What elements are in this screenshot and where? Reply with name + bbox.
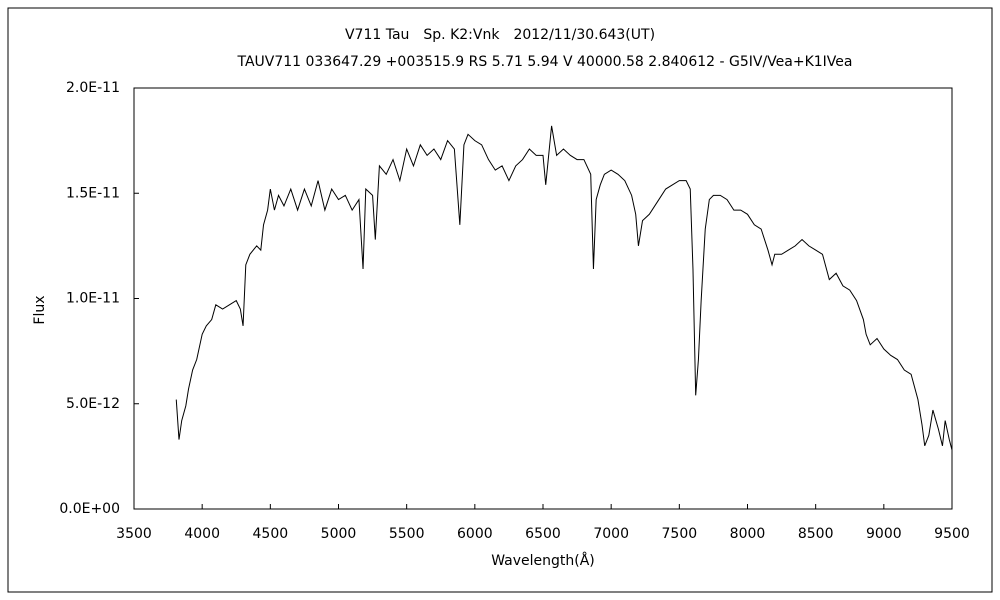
- x-tick-label: 9000: [866, 526, 902, 542]
- x-tick-label: 5500: [389, 526, 425, 542]
- x-tick-label: 5000: [321, 526, 357, 542]
- y-tick-label: 1.0E-11: [66, 291, 120, 307]
- x-tick-label: 6500: [525, 526, 561, 542]
- x-tick-label: 8000: [730, 526, 766, 542]
- y-axis-label: Flux: [32, 295, 48, 324]
- frame: [7, 7, 993, 593]
- x-tick-label: 7500: [662, 526, 698, 542]
- x-tick-label: 6000: [457, 526, 493, 542]
- x-tick-label: 7000: [593, 526, 629, 542]
- spectrum-line: [175, 125, 953, 451]
- y-tick-label: 2.0E-11: [66, 80, 120, 96]
- x-tick-label: 4000: [184, 526, 220, 542]
- chart-subtitle: TAUV711 033647.29 +003515.9 RS 5.71 5.94…: [236, 54, 852, 70]
- x-tick-label: 4500: [253, 526, 289, 542]
- chart-title: V711 Tau Sp. K2:Vnk 2012/11/30.643(UT): [345, 27, 655, 43]
- y-tick-label: 1.5E-11: [66, 185, 120, 201]
- x-tick-label: 9500: [934, 526, 970, 542]
- x-axis-label: Wavelength(Å): [491, 552, 595, 569]
- x-tick-label: 3500: [116, 526, 152, 542]
- y-tick-label: 5.0E-12: [66, 396, 120, 412]
- x-tick-label: 8500: [798, 526, 834, 542]
- y-tick-label: 0.0E+00: [59, 501, 120, 517]
